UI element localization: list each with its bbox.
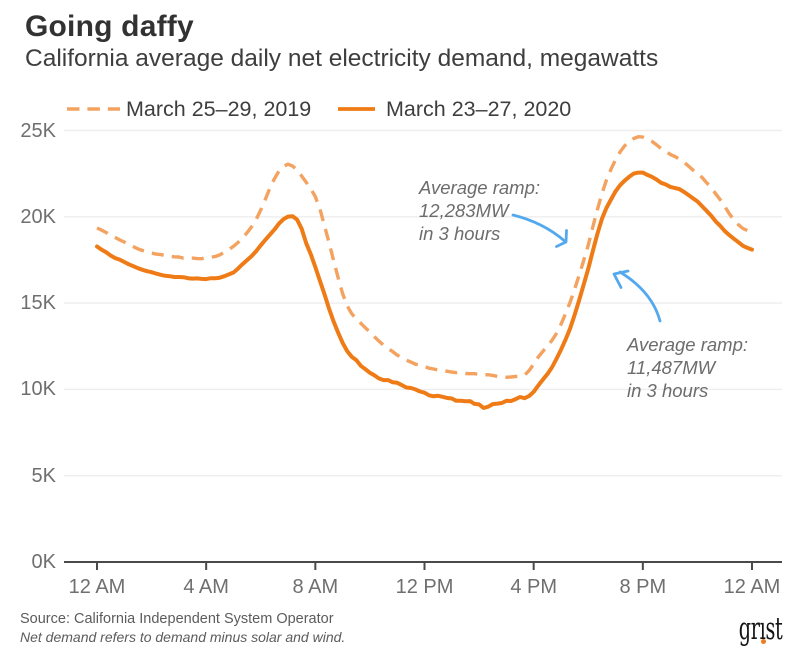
x-tick-label: 8 PM	[619, 576, 667, 598]
annotation-arrow-2019	[511, 213, 566, 242]
x-tick-label: 12 PM	[395, 576, 454, 598]
source-credit: Source: California Independent System Op…	[20, 611, 334, 627]
annotation-line: in 3 hours	[419, 223, 501, 244]
y-tick-label: 0K	[31, 551, 56, 573]
series-line-2020	[95, 170, 754, 410]
x-tick-label: 4 PM	[510, 576, 557, 598]
annotation-arrow-2020	[618, 270, 662, 323]
y-tick-label: 5K	[31, 464, 56, 487]
annotation-line: in 3 hours	[627, 380, 709, 401]
annotation-line: 12,283MW	[419, 200, 509, 221]
dashed-line-swatch-icon	[67, 107, 120, 111]
x-tick-label: 12 AM	[68, 576, 126, 598]
annotation-arrow-2019-head	[555, 229, 568, 248]
y-tick-label: 25K	[20, 119, 56, 142]
annotation-line: 11,487MW	[627, 357, 716, 378]
annotation-line: Average ramp:	[627, 334, 748, 355]
chart-legend: March 25–29, 2019 March 23–27, 2020	[0, 96, 800, 122]
annotation-line: Average ramp:	[419, 177, 540, 198]
grist-logo: grıst	[738, 611, 782, 651]
legend-label-2019: March 25–29, 2019	[126, 96, 312, 121]
x-tick-label: 12 AM	[723, 576, 781, 598]
legend-label-2020: March 23–27, 2020	[386, 96, 572, 121]
grist-logo-dot-icon	[761, 639, 766, 644]
legend-item-2019: March 25–29, 2019	[67, 96, 311, 122]
solid-line-swatch-icon	[338, 107, 375, 111]
annotation-ramp-2019: Average ramp: 12,283MW in 3 hours	[419, 176, 540, 245]
chart-subtitle: California average daily net electricity…	[25, 45, 659, 72]
chart-title: Going daffy	[25, 10, 194, 43]
footnote: Net demand refers to demand minus solar …	[20, 629, 346, 645]
y-tick-label: 15K	[20, 292, 56, 315]
x-tick-label: 4 AM	[183, 576, 229, 598]
legend-item-2020: March 23–27, 2020	[338, 96, 571, 122]
annotation-arrow-2020-head	[612, 269, 630, 289]
x-tick-label: 8 AM	[292, 576, 339, 598]
grist-logo-text: grıst	[738, 611, 782, 647]
series-line-2019	[96, 135, 753, 379]
annotation-ramp-2020: Average ramp: 11,487MW in 3 hours	[627, 333, 748, 402]
y-tick-label: 20K	[20, 205, 56, 228]
y-tick-label: 10K	[20, 378, 56, 401]
